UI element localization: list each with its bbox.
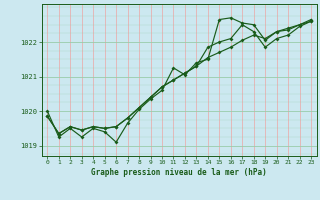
X-axis label: Graphe pression niveau de la mer (hPa): Graphe pression niveau de la mer (hPa) bbox=[91, 168, 267, 177]
